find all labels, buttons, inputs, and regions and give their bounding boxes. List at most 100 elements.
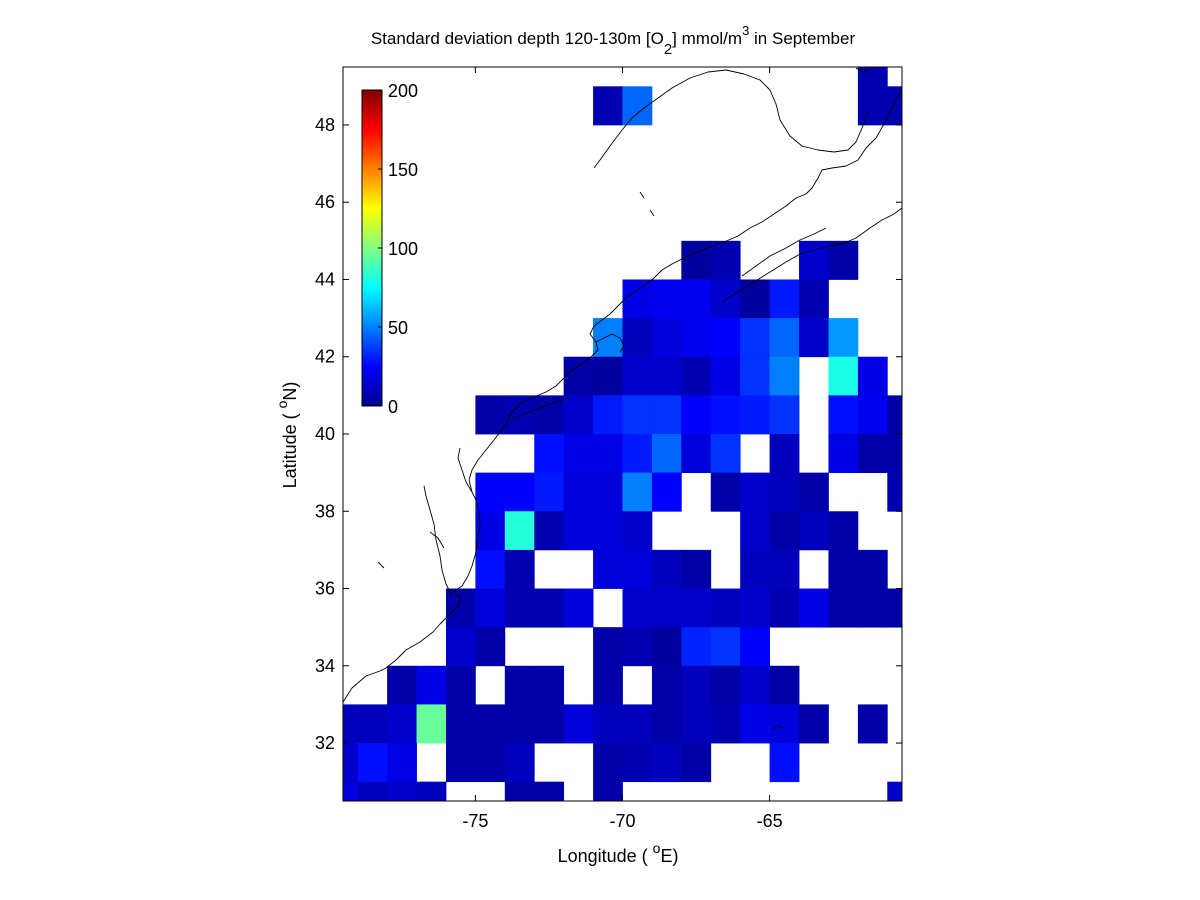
gulf-of-st-lawrence-shore [593,69,869,169]
heatmap-cell [769,511,800,551]
heatmap-cell [416,704,447,744]
heatmap-cell [769,279,800,319]
heatmap-cell [857,395,888,435]
heatmap-cell [593,549,623,589]
chart-title: Standard deviation depth 120-130m [O2] m… [371,23,856,58]
heatmap-cell [828,240,859,280]
heatmap-cell [622,86,653,126]
y-tick-label: 38 [315,501,335,521]
heatmap-cell [740,472,770,512]
heatmap-cell [651,549,682,589]
heatmap-cell [593,86,623,126]
heatmap-cell [534,472,565,512]
y-tick-label: 36 [315,579,335,599]
heatmap-cell [799,511,829,551]
heatmap-cell [710,279,741,319]
colorbar-tick-label: 200 [388,81,418,101]
heatmap-cell [534,665,565,705]
y-tick-label: 40 [315,424,335,444]
heatmap-cell [651,356,682,396]
heatmap-cell [681,356,712,396]
us-coastline [342,89,903,703]
heatmap-cell [799,279,829,319]
heatmap-cell [681,743,712,783]
heatmap-cell [828,511,859,551]
heatmap-cell [799,318,829,358]
heatmap-cell [710,704,741,744]
heatmap-cell [828,356,859,396]
heatmap-cell [740,356,770,396]
delaware-bay [457,447,473,493]
heatmap-cell [387,743,417,783]
heatmap-cell [593,356,623,396]
heatmap-cell [622,279,653,319]
chesapeake-bay [423,485,453,597]
heatmap-cell [475,704,506,744]
heatmap-cell [651,472,682,512]
heatmap-cell [593,395,623,435]
colorbar-tick-label: 150 [388,160,418,180]
heatmap-cell [593,318,623,358]
heatmap-cell [887,588,903,628]
heatmap-cell [357,743,388,783]
nova-scotia-coast [721,207,903,303]
colorbar-tick-label: 100 [388,239,418,259]
heatmap-cell [769,356,800,396]
heatmap-cell [740,279,770,319]
heatmap-cell [504,743,535,783]
heatmap-cell [622,549,653,589]
y-tick-label: 46 [315,192,335,212]
heatmap-cell [534,395,565,435]
heatmap-cell [622,472,653,512]
newfoundland-coast [855,67,871,73]
heatmap-cell [475,511,506,551]
colorbar-tick-label: 0 [388,397,398,417]
heatmap-cell [387,665,417,705]
heatmap-cell [563,588,594,628]
heatmap-cell [504,588,535,628]
heatmap-cell [504,665,535,705]
heatmap-cell [710,665,741,705]
x-tick-label: -65 [757,811,783,831]
heatmap-cell [769,472,800,512]
heatmap-cell [622,318,653,358]
heatmap-cell [445,665,476,705]
heatmap-cells [343,67,903,802]
heatmap-cell [740,511,770,551]
y-tick-label: 32 [315,733,335,753]
heatmap-cell [681,434,712,474]
heatmap-cell [769,588,800,628]
heatmap-cell [769,434,800,474]
heatmap-cell [563,704,594,744]
heatmap-cell [887,434,903,474]
heatmap-cell [681,588,712,628]
heatmap-cell [622,743,653,783]
y-axis-label: Latitude ( oN) [274,382,300,489]
heatmap-cell [504,781,535,802]
heatmap-cell [799,588,829,628]
heatmap-cell [475,588,506,628]
heatmap-cell [740,549,770,589]
heatmap-cell [857,549,888,589]
heatmap-cell [710,356,741,396]
heatmap-cell [681,549,712,589]
heatmap-cell [681,318,712,358]
heatmap-cell [387,781,417,802]
heatmap-cell [475,627,506,667]
heatmap-cell [593,511,623,551]
heatmap-cell [475,395,506,435]
y-tick-label: 34 [315,656,335,676]
heatmap-cell [416,781,447,802]
heatmap-cell [534,704,565,744]
heatmap-cell [445,627,476,667]
heatmap-cell [593,743,623,783]
x-axis: -75 -70 -65 [462,67,783,831]
heatmap-cell [828,318,859,358]
heatmap-cell [828,588,859,628]
small-islands [377,191,785,731]
heatmap-cell [563,395,594,435]
heatmap-cell [651,743,682,783]
heatmap-cell [343,704,359,744]
heatmap-cell [740,588,770,628]
colorbar-ticks: 0 50 100 150 200 [378,81,418,417]
